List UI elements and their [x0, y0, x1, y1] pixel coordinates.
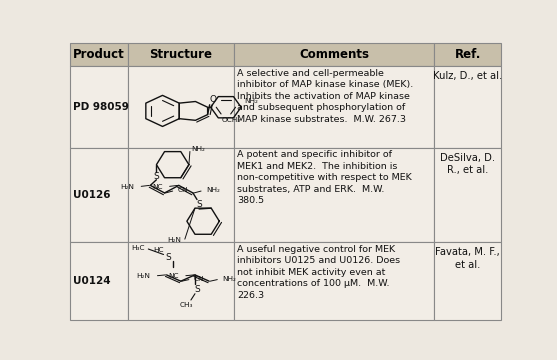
Text: Ref.: Ref.: [455, 48, 481, 61]
Text: NH₂: NH₂: [244, 98, 258, 104]
Text: S: S: [194, 284, 200, 293]
Text: OCH₃: OCH₃: [221, 117, 241, 123]
Bar: [434, 148, 501, 242]
Text: CN: CN: [194, 276, 204, 282]
Text: H₂N: H₂N: [136, 274, 150, 279]
Text: NH₂: NH₂: [191, 146, 205, 152]
Text: Comments: Comments: [299, 48, 369, 61]
Bar: [128, 43, 234, 66]
Bar: [70, 66, 128, 148]
Text: DeSilva, D.
R., et al.: DeSilva, D. R., et al.: [440, 153, 495, 175]
Text: U0126: U0126: [73, 190, 111, 200]
Text: A selective and cell-permeable
inhibitor of MAP kinase kinase (MEK).
Inhibits th: A selective and cell-permeable inhibitor…: [237, 69, 413, 123]
Bar: [128, 66, 234, 148]
Text: U0124: U0124: [73, 276, 111, 286]
Bar: [234, 242, 434, 320]
Text: S: S: [166, 253, 172, 262]
Text: H₂N: H₂N: [167, 237, 181, 243]
Text: H₃C: H₃C: [131, 245, 144, 251]
Text: HC: HC: [153, 247, 164, 253]
Bar: [234, 43, 434, 66]
Text: CH₃: CH₃: [180, 302, 194, 308]
Bar: [128, 242, 234, 320]
Bar: [128, 148, 234, 242]
Text: Structure: Structure: [149, 48, 212, 61]
Text: O: O: [209, 95, 216, 104]
Text: NH₂: NH₂: [206, 187, 220, 193]
Text: Product: Product: [73, 48, 125, 61]
Text: S: S: [154, 172, 159, 181]
Text: NC: NC: [168, 274, 179, 279]
Text: Favata, M. F.,
et al.: Favata, M. F., et al.: [436, 247, 500, 270]
Bar: [70, 43, 128, 66]
Text: H₂N: H₂N: [120, 184, 134, 190]
Bar: [70, 148, 128, 242]
Bar: [70, 242, 128, 320]
Text: A useful negative control for MEK
inhibitors U0125 and U0126. Does
not inhibit M: A useful negative control for MEK inhibi…: [237, 245, 400, 300]
Bar: [234, 148, 434, 242]
Text: NH₂: NH₂: [222, 276, 236, 282]
Bar: [434, 43, 501, 66]
Text: S: S: [196, 200, 202, 209]
Text: Kulz, D., et al.: Kulz, D., et al.: [433, 71, 502, 81]
Bar: [434, 66, 501, 148]
Text: A potent and specific inhibitor of
MEK1 and MEK2.  The inhibition is
non-competi: A potent and specific inhibitor of MEK1 …: [237, 150, 412, 205]
Text: CN: CN: [178, 187, 188, 193]
Text: NC: NC: [152, 184, 163, 190]
Text: PD 98059: PD 98059: [73, 102, 129, 112]
Bar: [434, 242, 501, 320]
Bar: [234, 66, 434, 148]
